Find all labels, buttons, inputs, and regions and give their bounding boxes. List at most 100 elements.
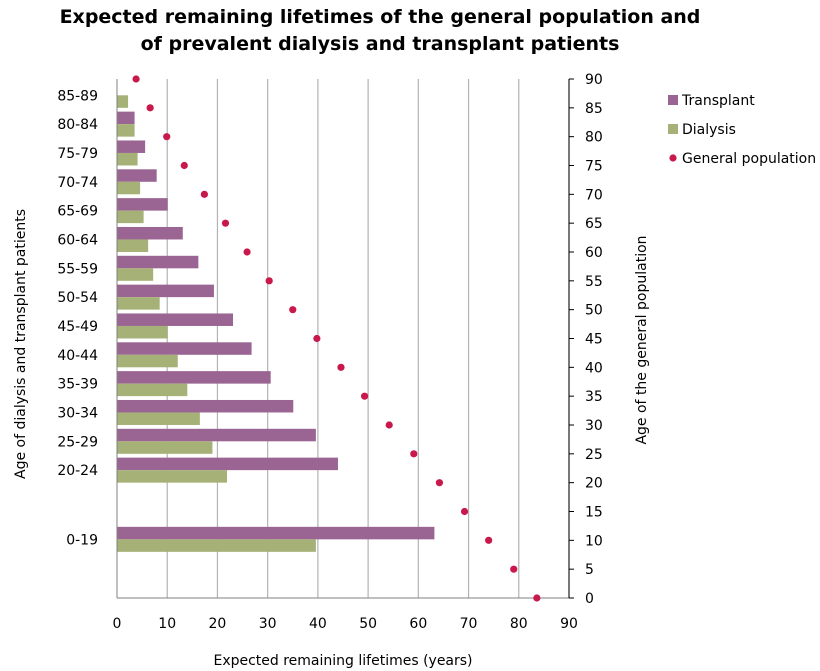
category-label-80-84: 80-84 xyxy=(57,117,98,133)
point-general-population-50 xyxy=(289,306,297,314)
bar-transplant-60-64 xyxy=(117,226,183,240)
category-label-25-29: 25-29 xyxy=(57,434,98,450)
bar-dialysis-60-64 xyxy=(117,239,149,252)
bar-transplant-65-69 xyxy=(117,198,168,211)
point-general-population-90 xyxy=(132,75,140,83)
right-tick-label-5: 5 xyxy=(585,562,594,578)
left-axis-title: Age of dialysis and transplant patients xyxy=(13,209,29,479)
x-tick-label-40: 40 xyxy=(309,616,327,632)
legend-label-transplant: Transplant xyxy=(681,93,755,109)
point-general-population-0 xyxy=(533,594,541,602)
category-label-70-74: 70-74 xyxy=(57,175,98,191)
bar-dialysis-50-54 xyxy=(117,297,160,310)
legend-label-dialysis: Dialysis xyxy=(682,122,736,138)
bar-transplant-45-49 xyxy=(117,313,234,326)
right-tick-label-50: 50 xyxy=(585,303,603,319)
legend: Transplant Dialysis General population xyxy=(668,93,816,167)
point-general-population-15 xyxy=(460,507,469,516)
category-label-65-69: 65-69 xyxy=(57,204,98,220)
right-tick-label-10: 10 xyxy=(585,533,603,549)
point-general-population-80 xyxy=(163,133,171,141)
legend-swatch-dialysis xyxy=(668,124,678,134)
chart-title-line-1: Expected remaining lifetimes of the gene… xyxy=(59,6,701,28)
axes xyxy=(116,78,574,599)
right-tick-label-20: 20 xyxy=(585,476,603,492)
x-tick-label-90: 90 xyxy=(560,616,578,632)
bar-dialysis-40-44 xyxy=(117,354,178,368)
right-tick-labels: 0 5 10 15 20 25 30 35 40 45 50 55 60 65 70 75 80 85 90 xyxy=(585,72,603,607)
x-tick-label-60: 60 xyxy=(409,616,427,632)
category-label-55-59: 55-59 xyxy=(57,261,98,277)
category-label-20-24: 20-24 xyxy=(57,463,98,479)
point-general-population-35 xyxy=(360,392,369,400)
x-tick-label-20: 20 xyxy=(209,616,227,632)
right-tick-label-35: 35 xyxy=(585,389,603,405)
bar-dialysis-25-29 xyxy=(117,441,213,454)
point-general-population-20 xyxy=(435,479,444,487)
right-tick-label-25: 25 xyxy=(585,447,603,463)
right-tick-label-30: 30 xyxy=(585,418,603,434)
gridlines xyxy=(166,79,570,598)
bar-dialysis-20-24 xyxy=(117,470,227,483)
category-labels: 0-19 20-24 25-29 30-34 35-39 40-44 45-49 50-54 5… xyxy=(57,88,98,548)
point-general-population-40 xyxy=(337,363,345,371)
point-general-population-65 xyxy=(221,219,230,227)
bar-transplant-40-44 xyxy=(117,342,252,355)
bar-dialysis-75-79 xyxy=(117,152,138,166)
category-label-60-64: 60-64 xyxy=(57,232,98,248)
x-axis-title: Expected remaining lifetimes (years) xyxy=(213,653,472,669)
category-label-40-44: 40-44 xyxy=(57,348,98,364)
bar-dialysis-65-69 xyxy=(117,210,144,224)
bar-transplant-75-79 xyxy=(117,140,146,153)
chart-title-line-2: of prevalent dialysis and transplant pat… xyxy=(140,33,620,55)
category-label-85-89: 85-89 xyxy=(57,88,98,104)
category-label-35-39: 35-39 xyxy=(57,377,98,393)
x-tick-label-50: 50 xyxy=(359,616,377,632)
right-tick-label-60: 60 xyxy=(585,245,603,261)
bar-transplant-20-24 xyxy=(117,457,338,471)
point-general-population-55 xyxy=(265,277,273,285)
point-general-population-25 xyxy=(410,450,418,458)
bar-transplant-55-59 xyxy=(117,255,199,269)
bar-dialysis-80-84 xyxy=(117,124,135,137)
point-general-population-5 xyxy=(510,565,518,573)
category-label-75-79: 75-79 xyxy=(57,146,98,162)
bar-transplant-30-34 xyxy=(117,399,294,413)
category-label-50-54: 50-54 xyxy=(57,290,98,306)
right-tick-label-55: 55 xyxy=(585,274,603,290)
point-general-population-75 xyxy=(180,161,188,170)
category-label-45-49: 45-49 xyxy=(57,319,98,335)
bar-transplant-80-84 xyxy=(117,111,135,125)
bar-dialysis-0-19 xyxy=(117,539,316,552)
x-tick-label-10: 10 xyxy=(158,616,176,632)
right-tick-label-15: 15 xyxy=(585,505,603,521)
bar-transplant-0-19 xyxy=(117,526,435,540)
legend-label-general-population: General population xyxy=(682,151,816,167)
point-general-population-45 xyxy=(313,334,321,343)
right-tick-label-0: 0 xyxy=(585,591,594,607)
category-label-0-19: 0-19 xyxy=(66,532,98,548)
general-population-points xyxy=(132,75,541,602)
x-tick-labels: 0 10 20 30 40 50 60 70 80 90 xyxy=(113,616,578,632)
bar-dialysis-85-89 xyxy=(117,95,129,108)
right-tick-label-85: 85 xyxy=(585,101,603,117)
x-tick-label-70: 70 xyxy=(460,616,478,632)
bars xyxy=(117,95,435,552)
right-axis-title: Age of the general population xyxy=(634,235,650,444)
right-tick-label-45: 45 xyxy=(585,332,603,348)
bar-dialysis-35-39 xyxy=(117,383,188,397)
bar-transplant-35-39 xyxy=(117,371,271,384)
right-tick-label-75: 75 xyxy=(585,159,603,175)
point-general-population-60 xyxy=(243,248,251,256)
bar-dialysis-45-49 xyxy=(117,325,168,339)
right-tick-label-65: 65 xyxy=(585,216,603,232)
x-tick-label-30: 30 xyxy=(259,616,277,632)
point-general-population-10 xyxy=(485,536,493,544)
right-tick-label-90: 90 xyxy=(585,72,603,88)
legend-marker-general-population xyxy=(669,154,677,162)
bar-dialysis-70-74 xyxy=(117,181,141,195)
bar-transplant-25-29 xyxy=(117,428,316,442)
x-tick-label-80: 80 xyxy=(510,616,528,632)
bar-transplant-50-54 xyxy=(117,284,214,298)
